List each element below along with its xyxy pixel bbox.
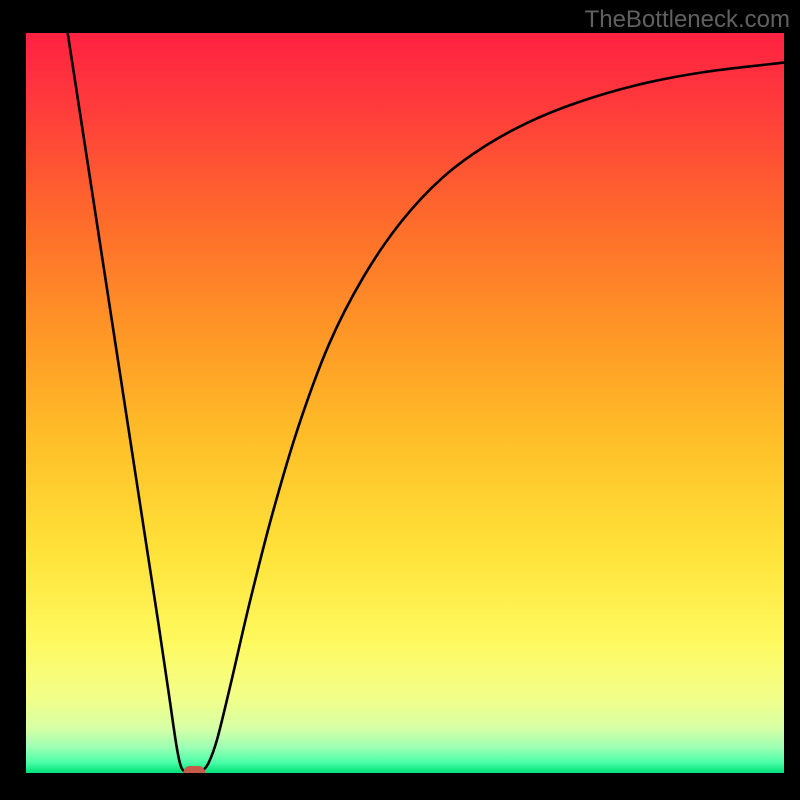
- gradient-background: [26, 33, 784, 773]
- plot-area: [26, 33, 784, 773]
- watermark-label: TheBottleneck.com: [585, 6, 790, 34]
- plot-svg: [26, 33, 784, 773]
- chart-container: TheBottleneck.com: [0, 0, 800, 800]
